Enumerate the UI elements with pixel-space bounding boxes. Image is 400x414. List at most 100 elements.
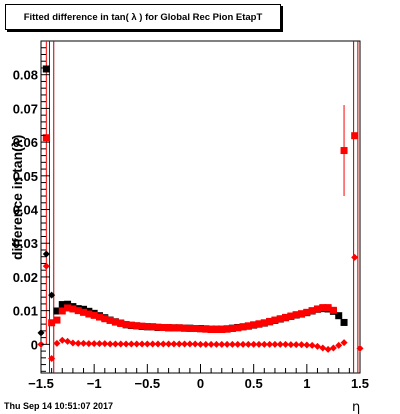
square-marker bbox=[48, 319, 56, 327]
square-marker bbox=[143, 322, 151, 330]
square-marker bbox=[58, 301, 66, 309]
square-marker bbox=[101, 315, 109, 323]
square-marker bbox=[276, 315, 284, 323]
square-marker bbox=[250, 321, 258, 329]
square-marker bbox=[308, 307, 316, 315]
diamond-marker bbox=[250, 340, 258, 348]
y-tick-label: 0.06 bbox=[13, 135, 38, 150]
square-marker bbox=[80, 308, 88, 316]
diamond-marker bbox=[101, 340, 109, 348]
square-marker bbox=[74, 307, 82, 315]
diamond-marker bbox=[95, 340, 103, 348]
square-marker bbox=[117, 319, 125, 327]
diamond-marker bbox=[218, 340, 226, 348]
square-marker bbox=[271, 316, 279, 324]
square-marker bbox=[42, 65, 50, 73]
square-marker bbox=[282, 313, 290, 321]
square-marker bbox=[313, 305, 321, 313]
square-marker bbox=[228, 325, 236, 333]
diamond-marker bbox=[351, 253, 359, 261]
square-marker bbox=[64, 300, 72, 308]
square-marker bbox=[64, 304, 72, 312]
square-marker bbox=[260, 319, 268, 327]
square-marker bbox=[159, 323, 167, 331]
x-tick-label: −1 bbox=[87, 376, 102, 391]
diamond-marker bbox=[197, 340, 204, 348]
square-marker bbox=[53, 307, 61, 315]
diamond-marker bbox=[234, 340, 242, 348]
square-marker bbox=[106, 316, 114, 324]
x-tick-label: −0.5 bbox=[134, 376, 160, 391]
y-tick-label: 0.01 bbox=[13, 304, 38, 319]
square-marker bbox=[122, 320, 130, 328]
diamond-marker bbox=[324, 345, 332, 353]
error-bars bbox=[45, 41, 345, 345]
square-marker bbox=[69, 305, 77, 313]
diamond-marker bbox=[48, 355, 56, 363]
diamond-marker bbox=[175, 340, 183, 348]
square-marker bbox=[303, 308, 311, 316]
diamond-marker bbox=[239, 340, 247, 348]
square-marker bbox=[58, 307, 66, 315]
square-marker bbox=[197, 325, 204, 333]
square-marker bbox=[127, 321, 135, 329]
square-marker bbox=[170, 324, 178, 332]
diamond-marker bbox=[319, 344, 327, 352]
square-marker bbox=[111, 318, 119, 326]
x-tick-label: 0 bbox=[197, 376, 204, 391]
square-marker bbox=[90, 311, 98, 319]
diamond-marker bbox=[207, 340, 215, 348]
square-marker bbox=[42, 134, 50, 142]
square-marker bbox=[266, 317, 274, 325]
diamond-marker bbox=[303, 341, 311, 349]
square-marker bbox=[340, 318, 348, 326]
y-tick-label: 0.08 bbox=[13, 68, 38, 83]
y-tick-label: 0.07 bbox=[13, 101, 38, 116]
square-marker bbox=[85, 310, 93, 318]
plot-frame bbox=[40, 40, 361, 374]
square-marker bbox=[340, 147, 348, 155]
square-marker bbox=[138, 322, 146, 330]
square-marker bbox=[244, 322, 252, 330]
x-axis-label: η bbox=[352, 400, 360, 414]
diamond-marker bbox=[298, 341, 306, 349]
square-marker bbox=[324, 304, 332, 312]
square-marker bbox=[154, 323, 162, 331]
y-tick-label: 0.05 bbox=[13, 169, 38, 184]
square-marker bbox=[149, 323, 157, 331]
x-tick-label: 0.5 bbox=[245, 376, 263, 391]
diamond-marker bbox=[64, 337, 72, 345]
diamond-marker bbox=[260, 340, 268, 348]
diamond-marker bbox=[266, 340, 274, 348]
diamond-marker bbox=[313, 342, 321, 350]
diamond-marker bbox=[111, 340, 119, 348]
edge-lines bbox=[49, 41, 359, 373]
square-marker bbox=[133, 322, 141, 330]
diamond-marker bbox=[329, 344, 337, 352]
square-marker bbox=[319, 304, 327, 312]
y-tick-label: 0.04 bbox=[13, 203, 39, 218]
diamond-marker bbox=[154, 340, 162, 348]
diamond-marker bbox=[133, 340, 141, 348]
square-marker bbox=[53, 316, 61, 324]
diamond-marker bbox=[255, 340, 263, 348]
diamond-marker bbox=[42, 262, 50, 270]
diamond-marker bbox=[228, 340, 236, 348]
chart-markers bbox=[37, 65, 364, 363]
diamond-marker bbox=[58, 336, 66, 344]
square-marker bbox=[186, 325, 194, 333]
diamond-marker bbox=[170, 340, 178, 348]
square-marker bbox=[239, 323, 247, 331]
diamond-marker bbox=[282, 340, 290, 348]
square-marker bbox=[202, 325, 210, 333]
square-marker bbox=[292, 311, 300, 319]
diamond-marker bbox=[42, 250, 50, 258]
footer-timestamp: Thu Sep 14 10:51:07 2017 bbox=[4, 401, 114, 411]
diamond-marker bbox=[48, 291, 56, 299]
square-marker bbox=[212, 326, 220, 334]
diamond-marker bbox=[340, 339, 348, 347]
diamond-marker bbox=[106, 340, 114, 348]
x-tick-label: 1.5 bbox=[351, 376, 369, 391]
y-tick-label: 0 bbox=[31, 337, 38, 352]
